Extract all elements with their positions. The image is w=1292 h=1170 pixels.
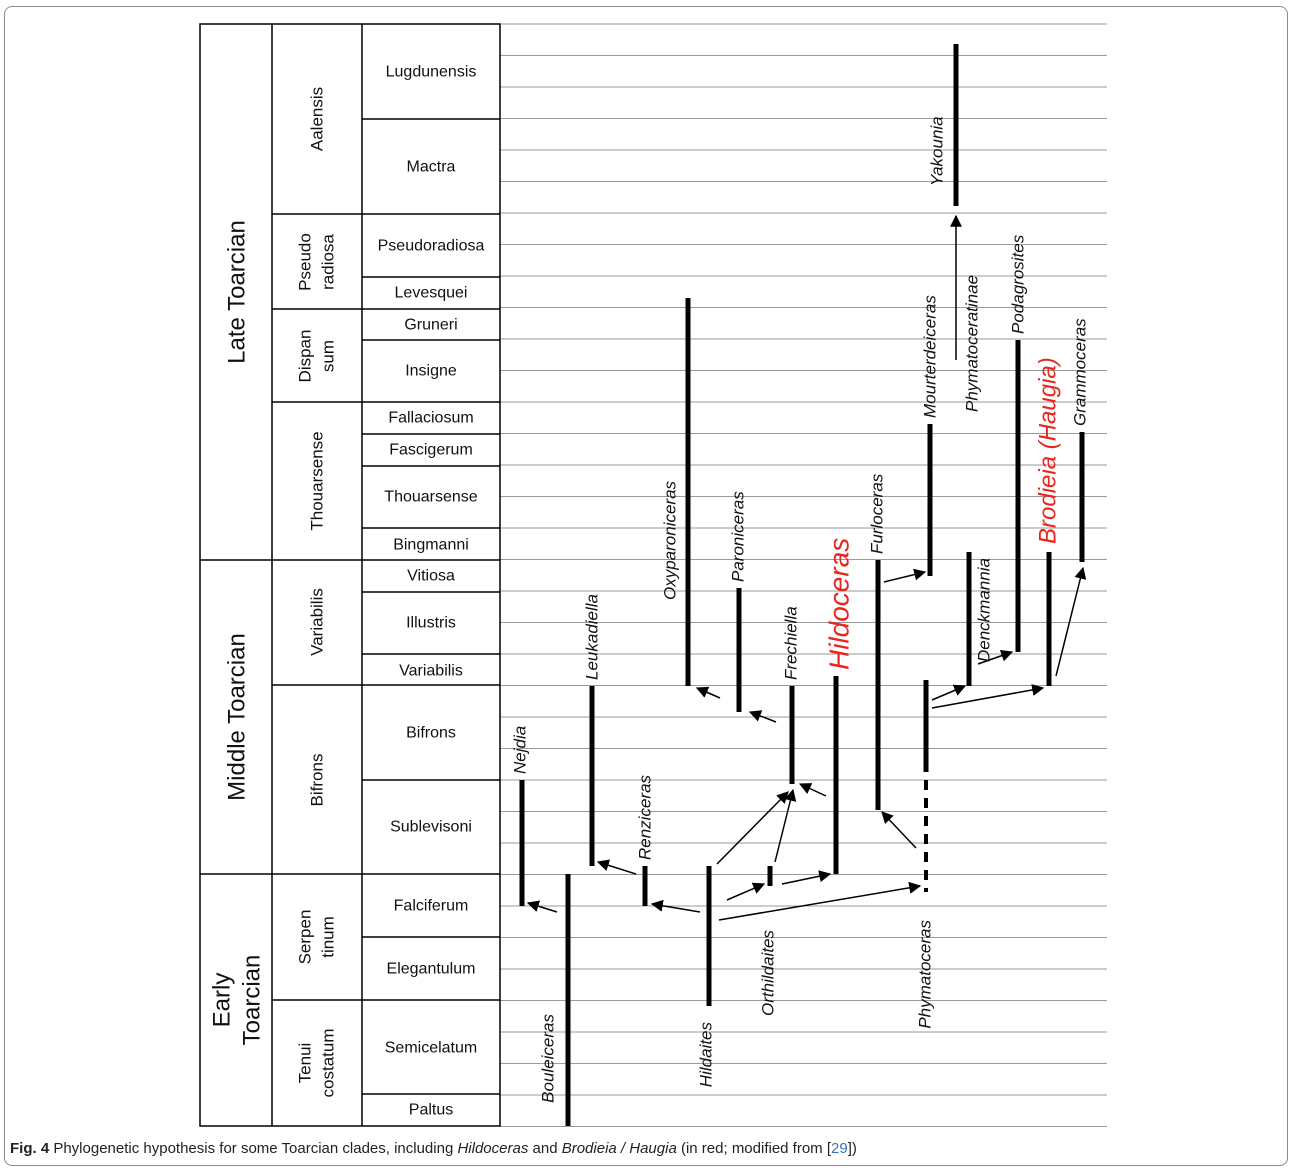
arrow-to-oxyparoniceras: [695, 686, 721, 699]
grid-lines: [500, 23, 1107, 1127]
subzone-insigne: Insigne: [405, 363, 457, 380]
arrow-orthildaites-to-frechiella: [774, 788, 797, 863]
arrow-to-leukadiella: [596, 859, 637, 875]
stage-late-toarcian: Late Toarcian: [224, 220, 251, 364]
taxon-label-leukadiella: Leukadiella: [583, 594, 602, 680]
zone-serpentinum-line1: Serpen: [296, 910, 315, 965]
arrow-hildaites-to-phymatoceras: [718, 881, 922, 921]
arrow-to-podagrosites: [977, 649, 1014, 665]
subzone-bingmanni: Bingmanni: [393, 537, 469, 554]
taxon-label-oxyparoniceras: Oxyparoniceras: [661, 480, 680, 600]
zone-variabilis: Variabilis: [308, 588, 327, 656]
taxon-label-hildaites: Hildaites: [697, 1022, 716, 1088]
zone-tenuicostatum-line2: costatum: [319, 1029, 338, 1098]
caption-label: Fig. 4: [10, 1140, 50, 1157]
caption-text-4: ]): [847, 1140, 857, 1157]
arrow-to-denckmannia: [931, 684, 967, 701]
arrow-to-renziceras: [650, 899, 701, 913]
taxon-label-brodieia-haugia: Brodieia (Haugia): [1035, 357, 1062, 544]
subzone-sublevisoni: Sublevisoni: [390, 819, 472, 836]
taxon-label-orthildaites: Orthildaites: [759, 930, 778, 1016]
subzone-mactra: Mactra: [407, 159, 456, 176]
taxon-label-mourterdeiceras: Mourterdeiceras: [921, 295, 940, 418]
zone-pseudoradiosa-line2: radiosa: [319, 234, 338, 290]
stage-toarcian-label: Toarcian: [239, 955, 266, 1046]
zone-aalensis: Aalensis: [308, 87, 327, 151]
zone-serpentinum-line2: tinum: [319, 916, 338, 958]
caption-text-3: (in red; modified from [: [676, 1140, 832, 1157]
arrow-to-brodieia-haugia: [931, 684, 1045, 709]
arrow-to-paroniceras: [748, 710, 777, 723]
figure-caption: Fig. 4 Phylogenetic hypothesis for some …: [10, 1140, 1282, 1157]
taxon-label-grammoceras: Grammoceras: [1071, 318, 1090, 426]
figure-frame: [4, 6, 1288, 1166]
taxon-label-bouleiceras: Bouleiceras: [539, 1014, 558, 1103]
caption-genus-1: Hildoceras: [457, 1140, 529, 1157]
taxon-label-paroniceras: Paroniceras: [729, 491, 748, 582]
arrow-to-grammoceras: [1055, 566, 1087, 677]
subzone-semicelatum: Semicelatum: [385, 1040, 477, 1057]
subzone-elegantulum: Elegantulum: [387, 961, 476, 978]
taxon-label-nejdia: Nejdia: [511, 726, 530, 774]
zone-pseudoradiosa-line1: Pseudo: [296, 233, 315, 291]
caption-reference-link[interactable]: 29: [831, 1140, 848, 1157]
taxon-label-furloceras: Furloceras: [868, 473, 887, 554]
stratigraphic-table: [199, 23, 501, 1127]
arrow-hildaites-to-orthildaites: [726, 882, 766, 901]
arrow-to-mourterdeiceras: [883, 568, 927, 583]
taxon-label-phymatoceras: Phymatoceras: [916, 920, 935, 1029]
subzone-thouarsense: Thouarsense: [384, 489, 477, 506]
caption-genus-2: Brodieia / Haugia: [561, 1140, 677, 1157]
subzone-pseudoradiosa: Pseudoradiosa: [378, 238, 485, 255]
subzone-falciferum: Falciferum: [394, 898, 469, 915]
zone-bifrons: Bifrons: [308, 754, 327, 807]
taxon-label-denckmannia: Denckmannia: [975, 558, 994, 662]
taxon-label-frechiella: Frechiella: [782, 606, 801, 680]
arrow-hildoceras-to-frechiella: [798, 783, 827, 797]
subzone-paltus: Paltus: [409, 1102, 453, 1119]
stage-middle-toarcian: Middle Toarcian: [224, 633, 251, 801]
zone-tenuicostatum-line1: Tenui: [296, 1043, 315, 1084]
subzone-fascigerum: Fascigerum: [389, 442, 473, 459]
subzone-levesquei: Levesquei: [395, 285, 468, 302]
subzone-lugdunensis: Lugdunensis: [386, 64, 477, 81]
taxon-label-hildoceras: Hildoceras: [824, 538, 855, 670]
caption-text-1: Phylogenetic hypothesis for some Toarcia…: [49, 1140, 458, 1157]
phylogeny-diagram: Late Toarcian Middle Toarcian Early Toar…: [199, 23, 1107, 1127]
arrow-to-furloceras: [881, 811, 917, 849]
caption-text-2: and: [528, 1140, 562, 1157]
taxon-label-phymatoceratinae: Phymatoceratinae: [963, 275, 982, 412]
subzone-illustris: Illustris: [406, 615, 456, 632]
zone-dispansum-line2: sum: [319, 340, 338, 372]
subzone-fallaciosum: Fallaciosum: [388, 410, 473, 427]
arrow-hildaites-to-frechiella: [716, 791, 789, 865]
taxon-label-yakounia: Yakounia: [928, 116, 947, 186]
subzone-gruneri: Gruneri: [404, 317, 457, 334]
zone-thouarsense: Thouarsense: [308, 431, 327, 530]
subzone-bifrons: Bifrons: [406, 725, 456, 742]
taxon-label-podagrosites: Podagrosites: [1009, 234, 1028, 334]
taxon-label-renziceras: Renziceras: [636, 774, 655, 860]
arrow-orthildaites-to-hildoceras: [781, 870, 832, 885]
zone-dispansum-line1: Dispan: [296, 330, 315, 383]
subzone-vitiosa: Vitiosa: [407, 568, 455, 585]
arrow-to-nejdia: [526, 900, 558, 913]
subzone-variabilis: Variabilis: [399, 663, 463, 680]
stage-early-label: Early: [209, 973, 236, 1028]
